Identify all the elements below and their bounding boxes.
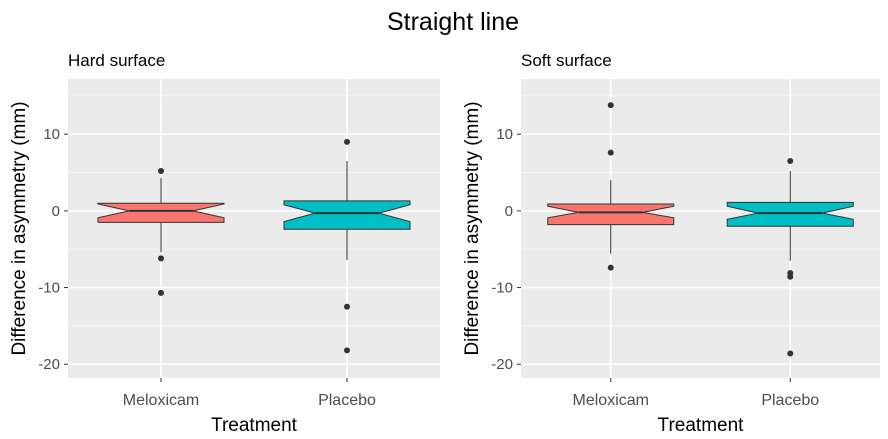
- panel-background: [521, 79, 880, 378]
- box-meloxicam: [547, 102, 675, 271]
- outlier-point: [607, 102, 614, 109]
- outlier-point: [158, 289, 164, 296]
- outlier-point: [607, 149, 614, 156]
- outlier-point: [787, 273, 794, 280]
- outlier-point: [607, 264, 614, 271]
- outlier-point: [344, 303, 350, 310]
- figure-title: Straight line: [387, 8, 519, 36]
- y-axis-title: Difference in asymmetry (mm): [9, 101, 30, 355]
- y-tick-label: 10: [496, 126, 513, 143]
- y-tick-label: 0: [52, 203, 60, 220]
- box-placebo: [726, 158, 854, 357]
- y-tick-label: 0: [505, 203, 513, 220]
- x-tick-label: Meloxicam: [123, 392, 199, 409]
- x-tick-label: Meloxicam: [573, 392, 649, 409]
- panel-subtitle: Soft surface: [521, 51, 612, 70]
- y-axis-title: Difference in asymmetry (mm): [462, 101, 483, 355]
- x-axis-title: Treatment: [211, 415, 298, 434]
- panel-subtitle: Hard surface: [68, 51, 165, 70]
- y-tick-label: 10: [43, 126, 60, 143]
- box-placebo: [283, 138, 411, 354]
- outlier-point: [344, 138, 350, 145]
- x-axis-title: Treatment: [658, 415, 745, 434]
- x-tick-label: Placebo: [318, 392, 376, 409]
- y-tick-label: -10: [38, 280, 60, 297]
- outlier-point: [787, 350, 794, 357]
- notched-box: [283, 200, 411, 230]
- notched-box: [547, 203, 675, 226]
- y-tick-label: -20: [38, 356, 60, 373]
- notched-box: [726, 201, 854, 227]
- notched-box: [97, 202, 225, 223]
- outlier-point: [344, 347, 350, 354]
- y-tick-label: -20: [491, 356, 513, 373]
- outlier-point: [158, 168, 164, 174]
- panel-soft-surface: Soft surface 10 0 -10 -20 Meloxicam Placebo Tre…: [462, 51, 880, 436]
- y-tick-label: -10: [491, 280, 513, 297]
- outlier-point: [787, 158, 794, 165]
- outlier-point: [158, 255, 164, 262]
- x-tick-label: Placebo: [761, 392, 819, 409]
- box-meloxicam: [97, 168, 225, 296]
- panel-hard-surface: Hard surface 10 0 -10 -20 Meloxicam Placebo Tre…: [9, 51, 440, 436]
